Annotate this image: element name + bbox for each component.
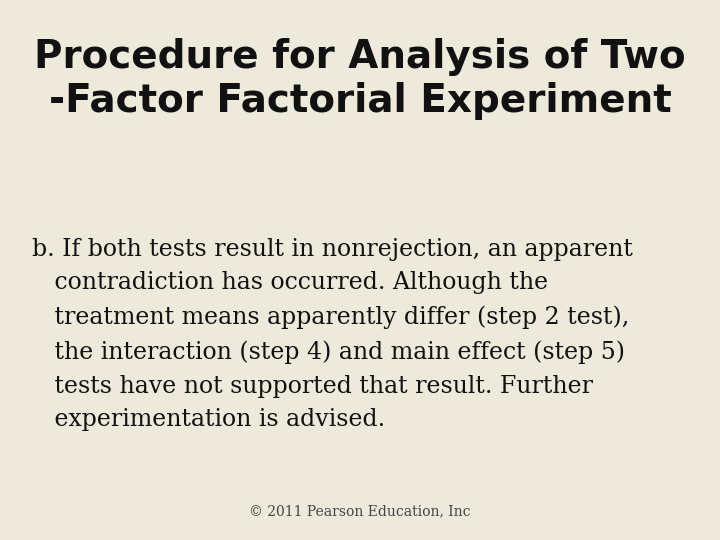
Text: Procedure for Analysis of Two
-Factor Factorial Experiment: Procedure for Analysis of Two -Factor Fa… <box>34 38 686 120</box>
Text: © 2011 Pearson Education, Inc: © 2011 Pearson Education, Inc <box>249 504 471 518</box>
Text: b. If both tests result in nonrejection, an apparent
   contradiction has occurr: b. If both tests result in nonrejection,… <box>32 238 634 431</box>
